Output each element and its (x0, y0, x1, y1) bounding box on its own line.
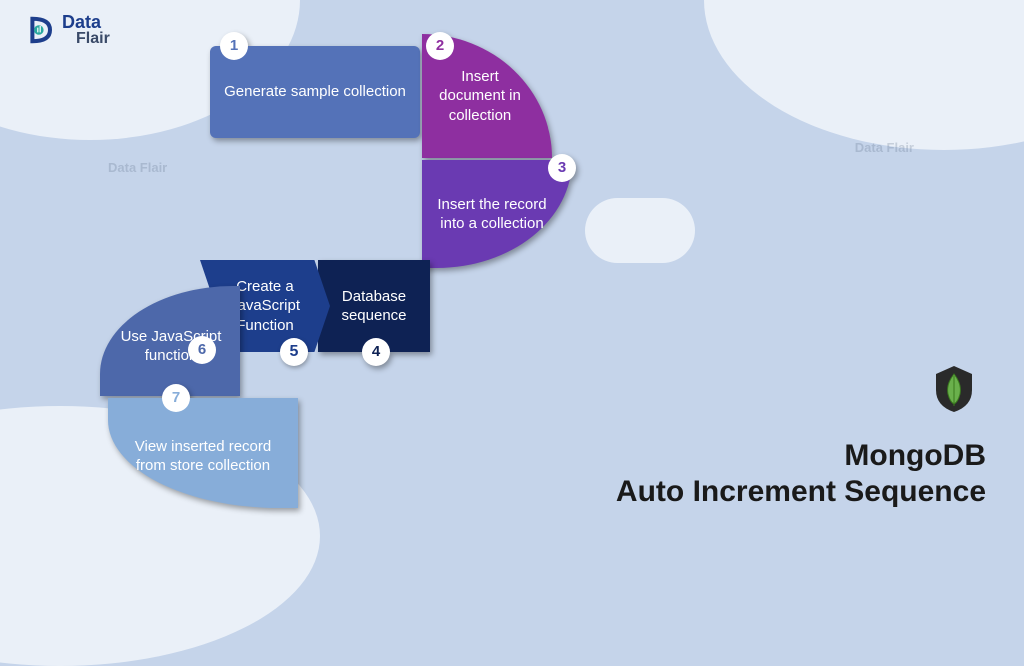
step-1: 1 Generate sample collection (210, 46, 420, 138)
step-2: 2 Insert document in collection (422, 34, 552, 158)
page-title: MongoDB Auto Increment Sequence (616, 438, 986, 510)
step-label: Database sequence (332, 287, 416, 326)
step-badge: 5 (280, 338, 308, 366)
step-6: 6 Use JavaScript function (100, 286, 240, 396)
step-label: Insert the record into a collection (436, 195, 548, 234)
step-label: Insert document in collection (436, 67, 524, 126)
title-line-2: Auto Increment Sequence (616, 474, 986, 510)
step-badge: 2 (426, 32, 454, 60)
step-label: Generate sample collection (224, 82, 406, 102)
step-badge: 6 (188, 336, 216, 364)
step-badge: 4 (362, 338, 390, 366)
step-4: 4 Database sequence (318, 260, 430, 352)
step-7: 7 View inserted record from store collec… (108, 398, 298, 508)
step-badge: 7 (162, 384, 190, 412)
title-line-1: MongoDB (616, 438, 986, 474)
step-badge: 3 (548, 154, 576, 182)
step-label: View inserted record from store collecti… (122, 437, 284, 476)
step-badge: 1 (220, 32, 248, 60)
step-3: 3 Insert the record into a collection (422, 160, 572, 268)
